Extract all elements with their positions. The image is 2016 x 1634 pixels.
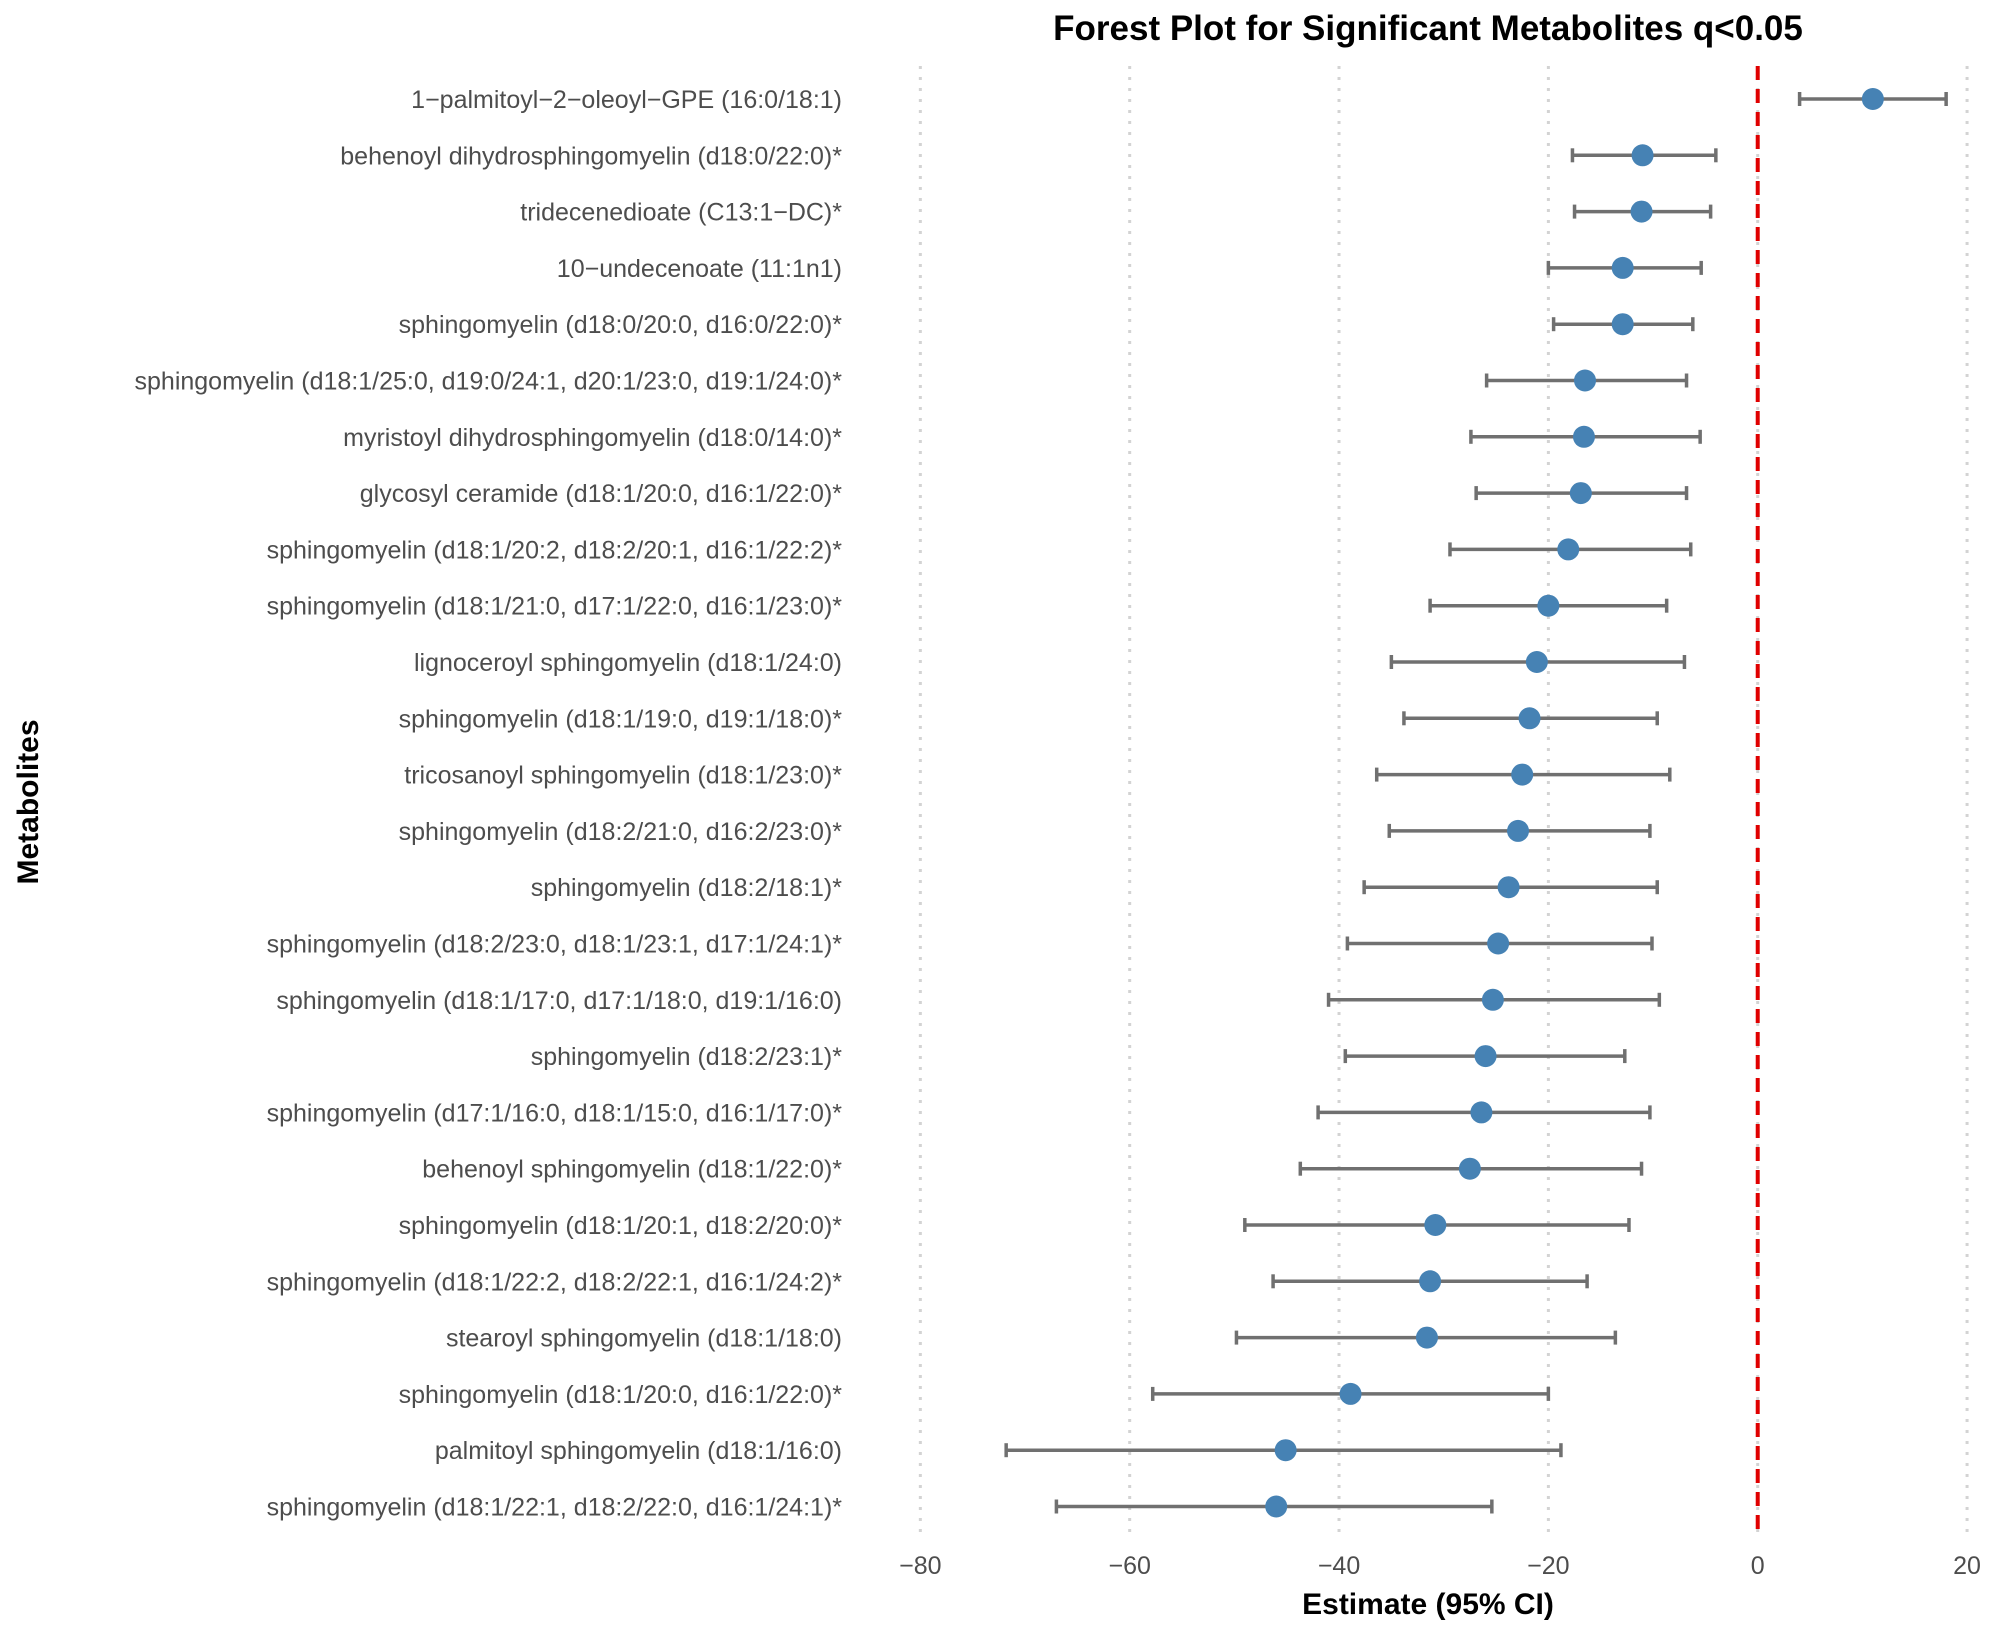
estimate-point bbox=[1569, 482, 1592, 505]
row-24: palmitoyl sphingomyelin (d18:1/16:0) bbox=[435, 1437, 1563, 1465]
row-19: behenoyl sphingomyelin (d18:1/22:0)* bbox=[422, 1156, 1644, 1184]
row-label: sphingomyelin (d18:1/20:2, d18:2/20:1, d… bbox=[267, 536, 843, 564]
row-label: sphingomyelin (d18:1/21:0, d17:1/22:0, d… bbox=[267, 593, 843, 621]
row-0: 1−palmitoyl−2−oleoyl−GPE (16:0/18:1) bbox=[411, 86, 1948, 114]
row-21: sphingomyelin (d18:1/22:2, d18:2/22:1, d… bbox=[267, 1268, 1589, 1296]
estimate-point bbox=[1487, 932, 1510, 955]
row-label: tridecenedioate (C13:1−DC)* bbox=[520, 199, 842, 227]
row-13: sphingomyelin (d18:2/21:0, d16:2/23:0)* bbox=[399, 818, 1652, 846]
row-label: tricosanoyl sphingomyelin (d18:1/23:0)* bbox=[404, 762, 842, 790]
row-label: myristoyl dihydrosphingomyelin (d18:0/14… bbox=[343, 424, 842, 452]
x-tick-label: 20 bbox=[1953, 1552, 1981, 1580]
estimate-point bbox=[1274, 1439, 1297, 1462]
estimate-point bbox=[1339, 1382, 1362, 1405]
x-tick-label: 0 bbox=[1751, 1552, 1765, 1580]
x-tick-label: −20 bbox=[1527, 1552, 1569, 1580]
row-label: sphingomyelin (d17:1/16:0, d18:1/15:0, d… bbox=[267, 1099, 843, 1127]
row-label: sphingomyelin (d18:1/22:2, d18:2/22:1, d… bbox=[267, 1268, 843, 1296]
row-label: glycosyl ceramide (d18:1/20:0, d16:1/22:… bbox=[360, 480, 842, 508]
x-axis-ticks: −80 −60 −40 −20 0 20 bbox=[899, 1552, 1981, 1580]
estimate-point bbox=[1481, 988, 1504, 1011]
row-23: sphingomyelin (d18:1/20:0, d16:1/22:0)* bbox=[399, 1381, 1551, 1409]
row-label: sphingomyelin (d18:1/19:0, d19:1/18:0)* bbox=[399, 705, 843, 733]
row-label: palmitoyl sphingomyelin (d18:1/16:0) bbox=[435, 1437, 842, 1465]
row-25: sphingomyelin (d18:1/22:1, d18:2/22:0, d… bbox=[267, 1494, 1494, 1522]
row-15: sphingomyelin (d18:2/23:0, d18:1/23:1, d… bbox=[267, 931, 1654, 959]
metabolite-rows: 1−palmitoyl−2−oleoyl−GPE (16:0/18:1) behe… bbox=[135, 86, 1948, 1522]
estimate-point bbox=[1458, 1157, 1481, 1180]
row-label: sphingomyelin (d18:0/20:0, d16:0/22:0)* bbox=[399, 311, 843, 339]
row-20: sphingomyelin (d18:1/20:1, d18:2/20:0)* bbox=[399, 1212, 1631, 1240]
row-17: sphingomyelin (d18:2/23:1)* bbox=[531, 1043, 1627, 1071]
estimate-point bbox=[1424, 1214, 1447, 1236]
estimate-point bbox=[1518, 707, 1541, 730]
estimate-point bbox=[1572, 425, 1595, 448]
row-label: sphingomyelin (d18:2/18:1)* bbox=[531, 874, 843, 902]
y-axis-title: Metabolites bbox=[12, 719, 45, 884]
row-label: sphingomyelin (d18:2/23:1)* bbox=[531, 1043, 843, 1071]
row-label: sphingomyelin (d18:2/23:0, d18:1/23:1, d… bbox=[267, 931, 843, 959]
row-label: sphingomyelin (d18:2/21:0, d16:2/23:0)* bbox=[399, 818, 843, 846]
estimate-point bbox=[1525, 651, 1548, 673]
row-22: stearoyl sphingomyelin (d18:1/18:0) bbox=[446, 1325, 1618, 1353]
row-label: sphingomyelin (d18:1/20:1, d18:2/20:0)* bbox=[399, 1212, 843, 1240]
chart-title: Forest Plot for Significant Metabolites … bbox=[1053, 9, 1803, 48]
row-18: sphingomyelin (d17:1/16:0, d18:1/15:0, d… bbox=[267, 1099, 1652, 1127]
x-tick-label: −40 bbox=[1318, 1552, 1360, 1580]
row-5: sphingomyelin (d18:1/25:0, d19:0/24:1, d… bbox=[135, 368, 1689, 396]
estimate-point bbox=[1474, 1045, 1497, 1068]
estimate-point bbox=[1470, 1101, 1493, 1124]
row-label: sphingomyelin (d18:1/20:0, d16:1/22:0)* bbox=[399, 1381, 843, 1409]
row-4: sphingomyelin (d18:0/20:0, d16:0/22:0)* bbox=[399, 311, 1695, 339]
estimate-point bbox=[1574, 369, 1597, 392]
estimate-point bbox=[1630, 200, 1653, 223]
row-label: behenoyl dihydrosphingomyelin (d18:0/22:… bbox=[340, 142, 842, 170]
x-tick-label: −60 bbox=[1108, 1552, 1150, 1580]
row-label: 1−palmitoyl−2−oleoyl−GPE (16:0/18:1) bbox=[411, 86, 842, 114]
estimate-point bbox=[1415, 1326, 1438, 1349]
row-14: sphingomyelin (d18:2/18:1)* bbox=[531, 874, 1659, 902]
row-9: sphingomyelin (d18:1/21:0, d17:1/22:0, d… bbox=[267, 593, 1669, 621]
row-label: stearoyl sphingomyelin (d18:1/18:0) bbox=[446, 1325, 842, 1353]
row-label: sphingomyelin (d18:1/25:0, d19:0/24:1, d… bbox=[135, 368, 843, 396]
estimate-point bbox=[1497, 876, 1520, 899]
row-7: glycosyl ceramide (d18:1/20:0, d16:1/22:… bbox=[360, 480, 1689, 508]
estimate-point bbox=[1611, 256, 1634, 279]
estimate-point bbox=[1265, 1495, 1288, 1518]
row-label: behenoyl sphingomyelin (d18:1/22:0)* bbox=[422, 1156, 842, 1184]
estimate-point bbox=[1419, 1270, 1442, 1293]
row-11: sphingomyelin (d18:1/19:0, d19:1/18:0)* bbox=[399, 705, 1659, 733]
gridlines bbox=[918, 66, 1969, 1534]
row-label: 10−undecenoate (11:1n1) bbox=[557, 255, 842, 283]
row-1: behenoyl dihydrosphingomyelin (d18:0/22:… bbox=[340, 142, 1718, 170]
row-2: tridecenedioate (C13:1−DC)* bbox=[520, 199, 1713, 227]
row-6: myristoyl dihydrosphingomyelin (d18:0/14… bbox=[343, 424, 1702, 452]
row-10: lignoceroyl sphingomyelin (d18:1/24:0) bbox=[414, 649, 1687, 677]
estimate-point bbox=[1861, 88, 1884, 110]
row-label: sphingomyelin (d18:1/17:0, d17:1/18:0, d… bbox=[276, 987, 842, 1015]
estimate-point bbox=[1557, 538, 1580, 561]
x-tick-label: −80 bbox=[899, 1552, 941, 1580]
estimate-point bbox=[1611, 313, 1634, 336]
estimate-point bbox=[1507, 819, 1530, 842]
estimate-point bbox=[1511, 763, 1534, 786]
estimate-point bbox=[1537, 594, 1560, 617]
estimate-point bbox=[1631, 144, 1654, 167]
x-axis-title: Estimate (95% CI) bbox=[1302, 1588, 1554, 1621]
row-label: sphingomyelin (d18:1/22:1, d18:2/22:0, d… bbox=[267, 1494, 843, 1522]
row-12: tricosanoyl sphingomyelin (d18:1/23:0)* bbox=[404, 762, 1672, 790]
row-label: lignoceroyl sphingomyelin (d18:1/24:0) bbox=[414, 649, 842, 677]
row-8: sphingomyelin (d18:1/20:2, d18:2/20:1, d… bbox=[267, 536, 1693, 564]
row-3: 10−undecenoate (11:1n1) bbox=[557, 255, 1703, 283]
row-16: sphingomyelin (d18:1/17:0, d17:1/18:0, d… bbox=[276, 987, 1662, 1015]
